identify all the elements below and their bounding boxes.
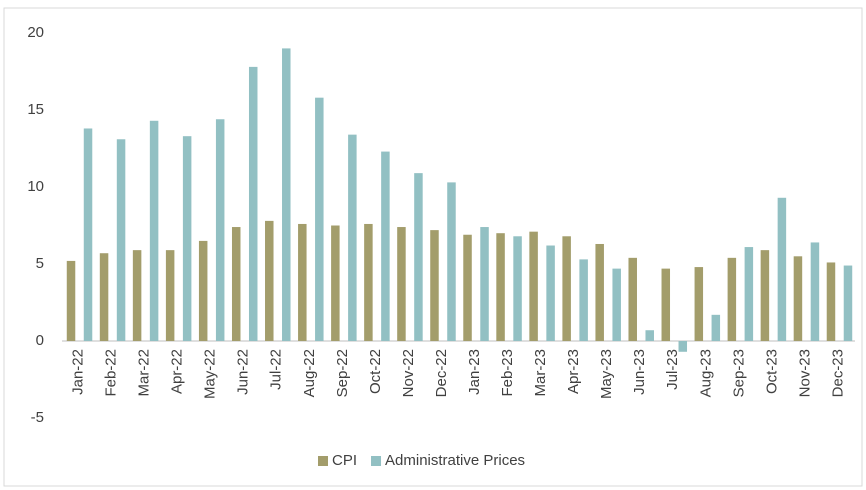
bar [99, 253, 109, 341]
x-tick-label: Oct-23 [763, 349, 780, 394]
x-tick-label: Aug-23 [697, 349, 714, 397]
bar [282, 48, 291, 342]
bar [480, 227, 489, 341]
y-tick-label: 15 [27, 101, 44, 118]
bar [711, 314, 721, 341]
bar [397, 227, 406, 341]
bar [777, 197, 787, 341]
bar [645, 330, 654, 341]
bar [760, 250, 770, 341]
legend-swatch [318, 456, 328, 466]
bar [315, 97, 324, 342]
legend-label: CPI [332, 452, 357, 469]
x-tick-label: May-22 [202, 349, 219, 399]
bar [182, 136, 192, 341]
bar [215, 119, 225, 342]
bar [414, 173, 423, 341]
bar [149, 120, 159, 341]
x-tick-label: Feb-22 [103, 349, 120, 397]
x-tick-label: Jan-23 [466, 349, 483, 395]
x-tick-label: Apr-23 [565, 349, 582, 394]
bar [579, 259, 588, 341]
bar [66, 260, 76, 341]
y-tick-label: 0 [36, 332, 44, 349]
y-tick-label: 10 [27, 178, 44, 195]
x-tick-label: Oct-22 [367, 349, 384, 394]
bar [727, 257, 737, 341]
bar [430, 230, 439, 341]
bar [562, 236, 571, 341]
bar [810, 242, 820, 341]
bar [381, 151, 390, 341]
bar [463, 234, 472, 341]
bar [678, 341, 688, 352]
x-tick-label: Aug-22 [301, 349, 318, 397]
x-tick-label: Mar-23 [532, 349, 549, 397]
x-tick-label: Jul-23 [664, 349, 681, 390]
bar [364, 223, 373, 341]
bar [628, 257, 637, 341]
x-tick-label: Sep-23 [730, 349, 747, 397]
bar [744, 247, 754, 341]
bar [231, 227, 241, 341]
bar [447, 182, 456, 341]
bar [661, 268, 671, 341]
bar [496, 233, 505, 341]
bar [793, 256, 803, 341]
bar [198, 240, 208, 341]
bar [265, 220, 274, 341]
x-tick-label: Dec-22 [433, 349, 450, 397]
bar [132, 250, 142, 341]
bar [116, 139, 126, 341]
x-tick-label: Jul-22 [268, 349, 285, 390]
legend-swatch [371, 456, 382, 466]
x-tick-label: May-23 [598, 349, 615, 399]
x-tick-label: Mar-22 [136, 349, 153, 397]
y-tick-label: 20 [27, 24, 44, 41]
legend-label: Administrative Prices [385, 452, 525, 469]
bar [546, 245, 555, 341]
bar [348, 134, 357, 341]
x-tick-label: Nov-23 [796, 349, 813, 397]
bar [298, 223, 307, 341]
bar [843, 265, 853, 341]
x-tick-label: Dec-23 [829, 349, 846, 397]
bar [529, 231, 538, 341]
bar [331, 225, 340, 341]
x-tick-label: Jun-23 [631, 349, 648, 395]
bar [83, 128, 93, 341]
x-tick-label: Sep-22 [334, 349, 351, 397]
x-tick-label: Jun-22 [235, 349, 252, 395]
y-tick-label: 5 [36, 255, 44, 272]
bar [513, 236, 522, 341]
bar [595, 243, 604, 341]
x-tick-label: Feb-23 [499, 349, 516, 397]
x-tick-label: Nov-22 [400, 349, 417, 397]
x-tick-label: Jan-22 [69, 349, 86, 395]
bar [826, 262, 836, 341]
y-tick-label: -5 [31, 409, 44, 426]
x-tick-label: Apr-22 [169, 349, 186, 394]
bar [612, 268, 621, 341]
bar [165, 250, 175, 341]
bar [248, 66, 258, 341]
bar [694, 267, 704, 341]
